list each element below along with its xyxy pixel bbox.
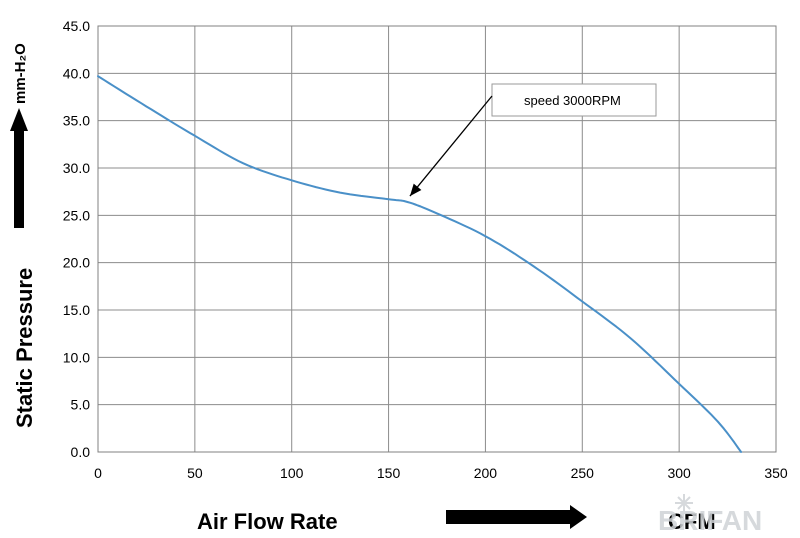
annotation-box bbox=[491, 83, 657, 117]
y-axis-label: Static Pressure bbox=[12, 268, 37, 428]
plot-frame bbox=[97, 25, 777, 453]
x-arrow-shaft bbox=[446, 510, 572, 524]
y-axis-label-group: mm-H₂O Static Pressure bbox=[10, 43, 37, 428]
x-arrow-head bbox=[570, 505, 587, 529]
series-line bbox=[97, 75, 743, 453]
x-axis-ticks: 0 50 100 150 200 250 300 350 bbox=[94, 465, 788, 481]
annotation-arrow bbox=[409, 95, 493, 197]
y-tick-label: 15.0 bbox=[63, 302, 90, 318]
y-tick-label: 40.0 bbox=[63, 65, 90, 81]
x-axis-unit: CFM bbox=[668, 509, 716, 534]
y-tick-label: 30.0 bbox=[63, 160, 90, 176]
annotation-text: speed 3000RPM bbox=[524, 93, 621, 108]
y-tick-label: 0.0 bbox=[71, 444, 91, 460]
x-tick-label: 250 bbox=[571, 465, 595, 481]
x-tick-label: 0 bbox=[94, 465, 102, 481]
watermark-logo: BRIFAN bbox=[658, 494, 762, 536]
y-tick-label: 5.0 bbox=[71, 397, 91, 413]
y-axis-unit: mm-H₂O bbox=[12, 43, 29, 104]
x-tick-label: 200 bbox=[474, 465, 498, 481]
y-tick-label: 10.0 bbox=[63, 349, 90, 365]
y-tick-label: 20.0 bbox=[63, 255, 90, 271]
grid bbox=[97, 25, 777, 453]
y-arrow-head bbox=[10, 108, 28, 131]
x-axis-label-group: Air Flow Rate CFM bbox=[197, 505, 716, 534]
x-tick-label: 100 bbox=[280, 465, 304, 481]
x-tick-label: 150 bbox=[377, 465, 401, 481]
y-tick-label: 25.0 bbox=[63, 207, 90, 223]
watermark-star-icon bbox=[675, 494, 693, 512]
y-axis-ticks: 0.0 5.0 10.0 15.0 20.0 25.0 30.0 35.0 40.0 45.0 bbox=[63, 18, 90, 460]
y-arrow-shaft bbox=[14, 130, 24, 228]
x-tick-label: 300 bbox=[667, 465, 691, 481]
x-tick-label: 50 bbox=[187, 465, 203, 481]
annotation: speed 3000RPM bbox=[409, 83, 657, 197]
x-axis-label: Air Flow Rate bbox=[197, 509, 338, 534]
x-tick-label: 350 bbox=[764, 465, 788, 481]
y-tick-label: 45.0 bbox=[63, 18, 90, 34]
annotation-arrowhead bbox=[409, 183, 422, 197]
watermark-text: BRIFAN bbox=[658, 505, 762, 536]
y-tick-label: 35.0 bbox=[63, 113, 90, 129]
